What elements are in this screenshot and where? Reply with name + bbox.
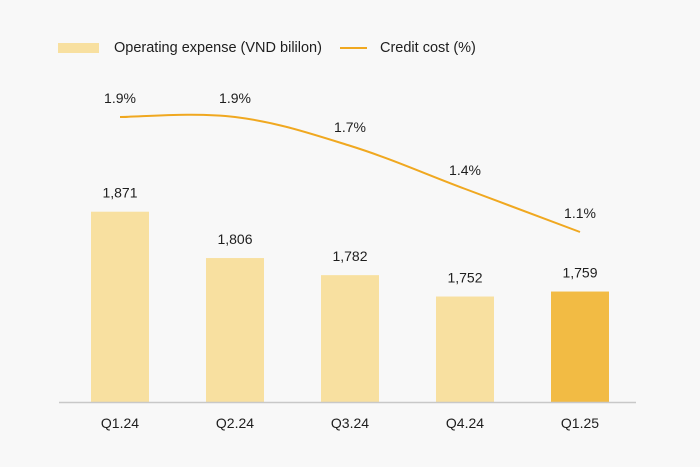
line-value-label: 1.9% <box>219 90 251 106</box>
line-data-labels: 1.9% 1.9% 1.7% 1.4% 1.1% <box>104 90 596 221</box>
bar-value-label: 1,759 <box>562 265 597 281</box>
legend-swatch-line <box>340 47 367 49</box>
bar-value-label: 1,752 <box>447 270 482 286</box>
bar-q1-24 <box>91 211 149 402</box>
line-value-label: 1.4% <box>449 162 481 178</box>
line-value-label: 1.7% <box>334 119 366 135</box>
x-tick-label: Q2.24 <box>216 415 254 431</box>
bar-q1-25 <box>551 291 609 402</box>
line-value-label: 1.1% <box>564 205 596 221</box>
bar-value-label: 1,871 <box>102 185 137 201</box>
x-tick-label: Q4.24 <box>446 415 484 431</box>
bar-q2-24 <box>206 258 264 402</box>
bar-series <box>91 211 609 402</box>
legend-item-credit-cost: Credit cost (%) <box>340 36 476 60</box>
bar-data-labels: 1,871 1,806 1,782 1,752 1,759 <box>102 185 597 286</box>
x-tick-label: Q1.25 <box>561 415 599 431</box>
bar-value-label: 1,806 <box>217 231 252 247</box>
legend-label-credit-cost: Credit cost (%) <box>380 40 476 56</box>
bar-q4-24 <box>436 296 494 402</box>
legend-swatch-bar <box>58 43 99 53</box>
legend-label-operating-expense: Operating expense (VND bililon) <box>114 40 322 56</box>
x-tick-labels: Q1.24 Q2.24 Q3.24 Q4.24 Q1.25 <box>101 415 599 431</box>
line-value-label: 1.9% <box>104 90 136 106</box>
bar-value-label: 1,782 <box>332 248 367 264</box>
x-tick-label: Q1.24 <box>101 415 139 431</box>
legend-item-operating-expense: Operating expense (VND bililon) <box>58 36 322 60</box>
bar-q3-24 <box>321 275 379 402</box>
x-tick-label: Q3.24 <box>331 415 369 431</box>
credit-cost-line <box>119 113 581 233</box>
